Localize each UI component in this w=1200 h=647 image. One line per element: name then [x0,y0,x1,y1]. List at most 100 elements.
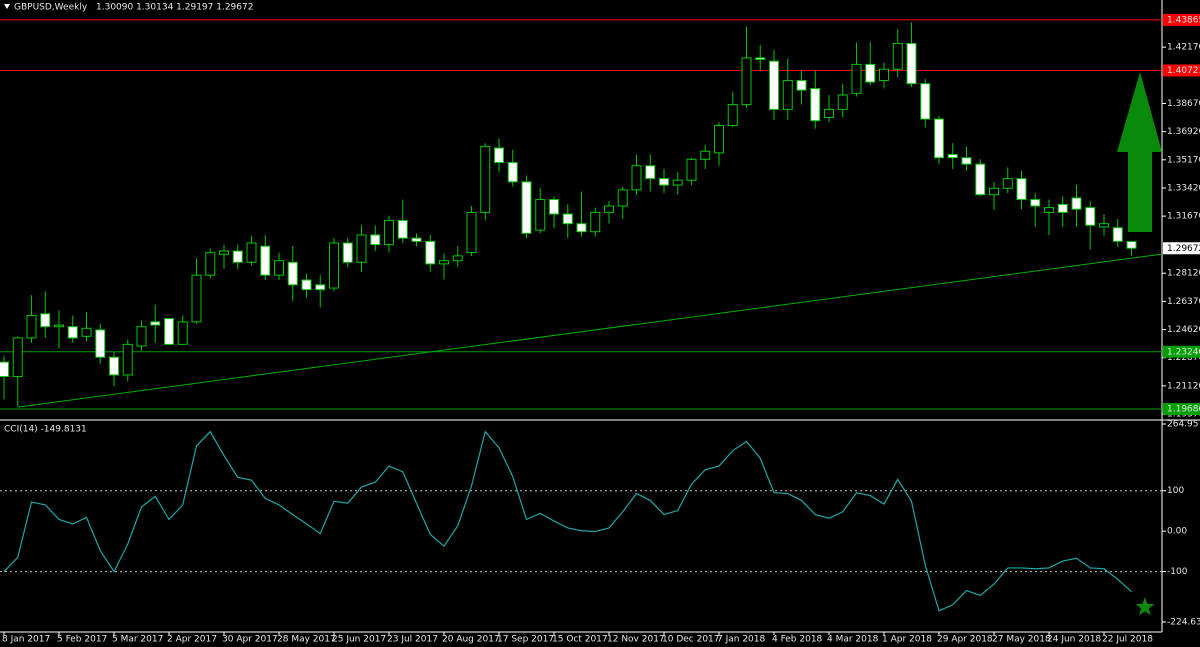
chart-subtitle: 1.30090 1.30134 1.29197 1.29672 [96,3,253,13]
candle-body [700,150,711,160]
y-tick-label: -224.6351 [1167,618,1200,628]
y-tick-label: 1.35170 [1167,155,1200,165]
x-tick-label: 7 Jan 2018 [717,635,765,645]
x-tick-label: 15 Oct 2017 [552,635,608,645]
y-tick-label: 1.28120 [1167,269,1200,279]
x-tick-label: 10 Dec 2017 [662,635,720,645]
candle-body [466,211,477,254]
candle-body [934,118,944,159]
candle-body [452,255,463,262]
y-tick-label: 1.42170 [1167,43,1200,53]
candle-body [961,157,972,165]
x-tick-label: 5 Mar 2017 [112,635,163,645]
candle-body [1071,197,1082,210]
candle-body [494,147,504,164]
candle-body [755,57,766,61]
price-label: 1.23240 [1167,347,1200,357]
candle-body [535,199,546,231]
candle-body [576,223,587,233]
x-tick-label: 5 Feb 2017 [57,635,107,645]
candle-body [590,211,601,233]
candle-body [810,88,821,122]
candle-body [947,153,958,159]
candle-body [54,324,64,328]
candle-body [329,242,339,289]
candle-body [205,252,216,276]
candle-body [219,250,229,255]
price-label: 1.43865 [1167,15,1200,25]
candle-body [631,165,642,191]
candle-body [617,189,628,207]
candle-body [287,261,298,286]
candle-body [480,145,491,213]
candle-body [177,321,188,345]
indicator-title: CCI(14) -149.8131 [4,425,87,435]
x-tick-label: 4 Mar 2018 [827,635,879,645]
star [1135,597,1155,616]
candle-body [1126,241,1137,249]
candle-body [191,274,202,323]
y-tick-label: 1.31670 [1167,212,1200,222]
candle-body [769,60,779,110]
x-tick-label: 1 Apr 2018 [882,635,932,645]
candle-body [109,356,119,376]
candle-body [356,234,367,263]
candle-body [136,326,147,347]
candle-body [0,361,9,378]
y-tick-label: 1.21120 [1167,381,1200,391]
candle-body [1057,203,1068,213]
x-tick-label: 29 Apr 2018 [937,635,993,645]
candle-body [425,240,436,265]
candle-body [562,213,573,225]
x-tick-label: 23 Jul 2017 [387,635,438,645]
up-arrow [1117,72,1162,232]
candle-body [672,179,683,186]
candle-body [232,250,243,263]
candle-body [384,219,394,246]
menu-icon[interactable] [4,4,10,9]
candle-body [645,165,656,180]
x-tick-label: 2 Apr 2017 [167,635,217,645]
y-tick-label: -100 [1167,567,1188,577]
candle-body [122,343,133,376]
x-tick-label: 20 Aug 2017 [442,635,500,645]
candle-body [12,337,23,378]
price-label-box [1163,13,1200,26]
x-tick-label: 30 Apr 2017 [222,635,278,645]
candle-body [274,260,284,276]
candle-body [1099,223,1109,228]
candle-body [659,178,669,186]
x-tick-label: 25 Jun 2017 [332,635,386,645]
last-price-label: 1.29672 [1167,244,1200,254]
candle-body [892,42,903,70]
x-tick-label: 12 Nov 2017 [607,635,665,645]
y-tick-label: 1.38670 [1167,99,1200,109]
last-price-box [1163,242,1200,255]
candle-body [1044,207,1054,213]
y-tick-label: 1.24620 [1167,325,1200,335]
y-tick-label: 264.9573 [1167,420,1200,430]
candle-body [67,326,78,339]
candle-body [260,245,271,276]
x-tick-label: 22 Jul 2018 [1102,635,1153,645]
candle-body [989,187,999,196]
trendline [17,253,1163,408]
candle-body [150,321,161,326]
candle-body [521,181,532,234]
candle-body [342,242,353,263]
candle-body [1016,178,1027,201]
candle-body [315,284,326,291]
x-tick-label: 24 Jun 2018 [1047,635,1101,645]
candle-body [1002,178,1013,189]
candle-body [507,162,518,183]
candle-body [95,329,106,358]
price-label-box [1163,403,1200,416]
x-tick-label: 4 Feb 2018 [772,635,823,645]
candle-body [411,237,422,242]
candle-body [1030,199,1041,207]
candle-body [40,313,51,328]
candle-body [26,314,37,339]
